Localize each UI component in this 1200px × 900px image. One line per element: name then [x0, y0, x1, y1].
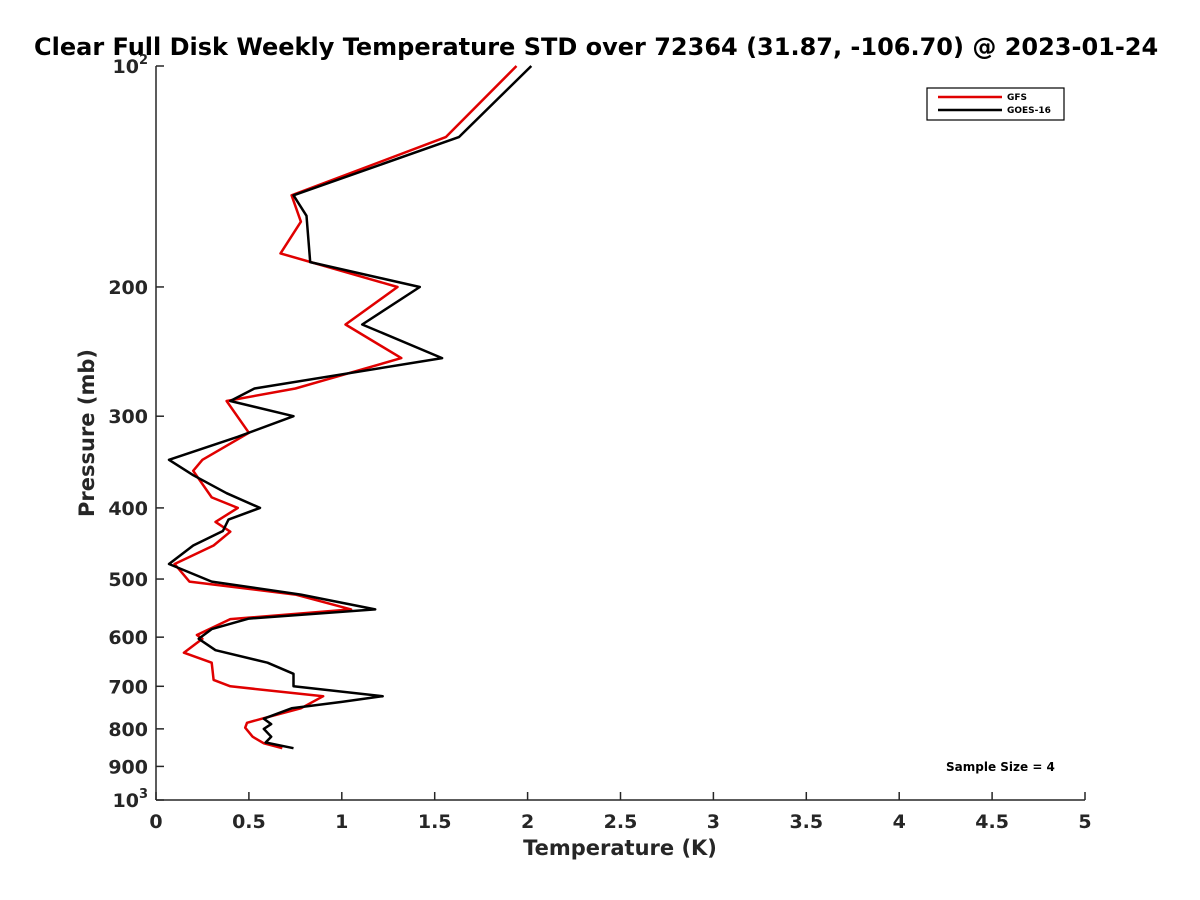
y-tick-label: 700 — [108, 676, 148, 698]
legend-box — [926, 87, 1065, 121]
y-axis-label: Pressure (mb) — [75, 349, 99, 517]
x-axis-label: Temperature (K) — [523, 836, 717, 860]
y-tick-label: 900 — [108, 756, 148, 778]
series-line-gfs — [173, 65, 518, 750]
y-tick-label: 800 — [108, 719, 148, 741]
series-line-goes-16 — [167, 65, 533, 750]
y-tick-label: 400 — [108, 498, 148, 520]
y-tick-label: 200 — [108, 277, 148, 299]
y-tick-base: 10 — [113, 790, 139, 812]
x-tick-label: 4 — [893, 811, 906, 833]
y-tick-base: 10 — [113, 56, 139, 78]
x-tick-label: 3.5 — [789, 811, 823, 833]
legend: GFS GOES-16 — [926, 87, 1065, 121]
x-tick-label: 0 — [149, 811, 162, 833]
x-tick-label: 1.5 — [418, 811, 452, 833]
y-tick-label: 102 — [113, 53, 149, 78]
legend-label-gfs: GFS — [1007, 93, 1027, 103]
x-tick-label: 2.5 — [604, 811, 638, 833]
x-ticks: 0 0.5 1 1.5 2 2.5 3 3.5 4 4.5 5 — [149, 792, 1092, 833]
x-tick-label: 3 — [707, 811, 720, 833]
y-tick-label: 600 — [108, 627, 148, 649]
sample-size-annotation: Sample Size = 4 — [946, 760, 1055, 774]
legend-label-goes16: GOES-16 — [1007, 106, 1051, 116]
y-tick-exponent: 2 — [139, 53, 148, 68]
y-tick-label: 103 — [113, 787, 149, 812]
x-tick-label: 5 — [1078, 811, 1091, 833]
x-tick-label: 4.5 — [975, 811, 1009, 833]
chart-title: Clear Full Disk Weekly Temperature STD o… — [34, 33, 1158, 61]
y-tick-exponent: 3 — [139, 787, 148, 802]
y-tick-label: 300 — [108, 406, 148, 428]
x-tick-label: 2 — [521, 811, 534, 833]
y-tick-label: 500 — [108, 569, 148, 591]
x-tick-label: 0.5 — [232, 811, 266, 833]
x-tick-label: 1 — [335, 811, 348, 833]
series-layer — [167, 65, 533, 750]
